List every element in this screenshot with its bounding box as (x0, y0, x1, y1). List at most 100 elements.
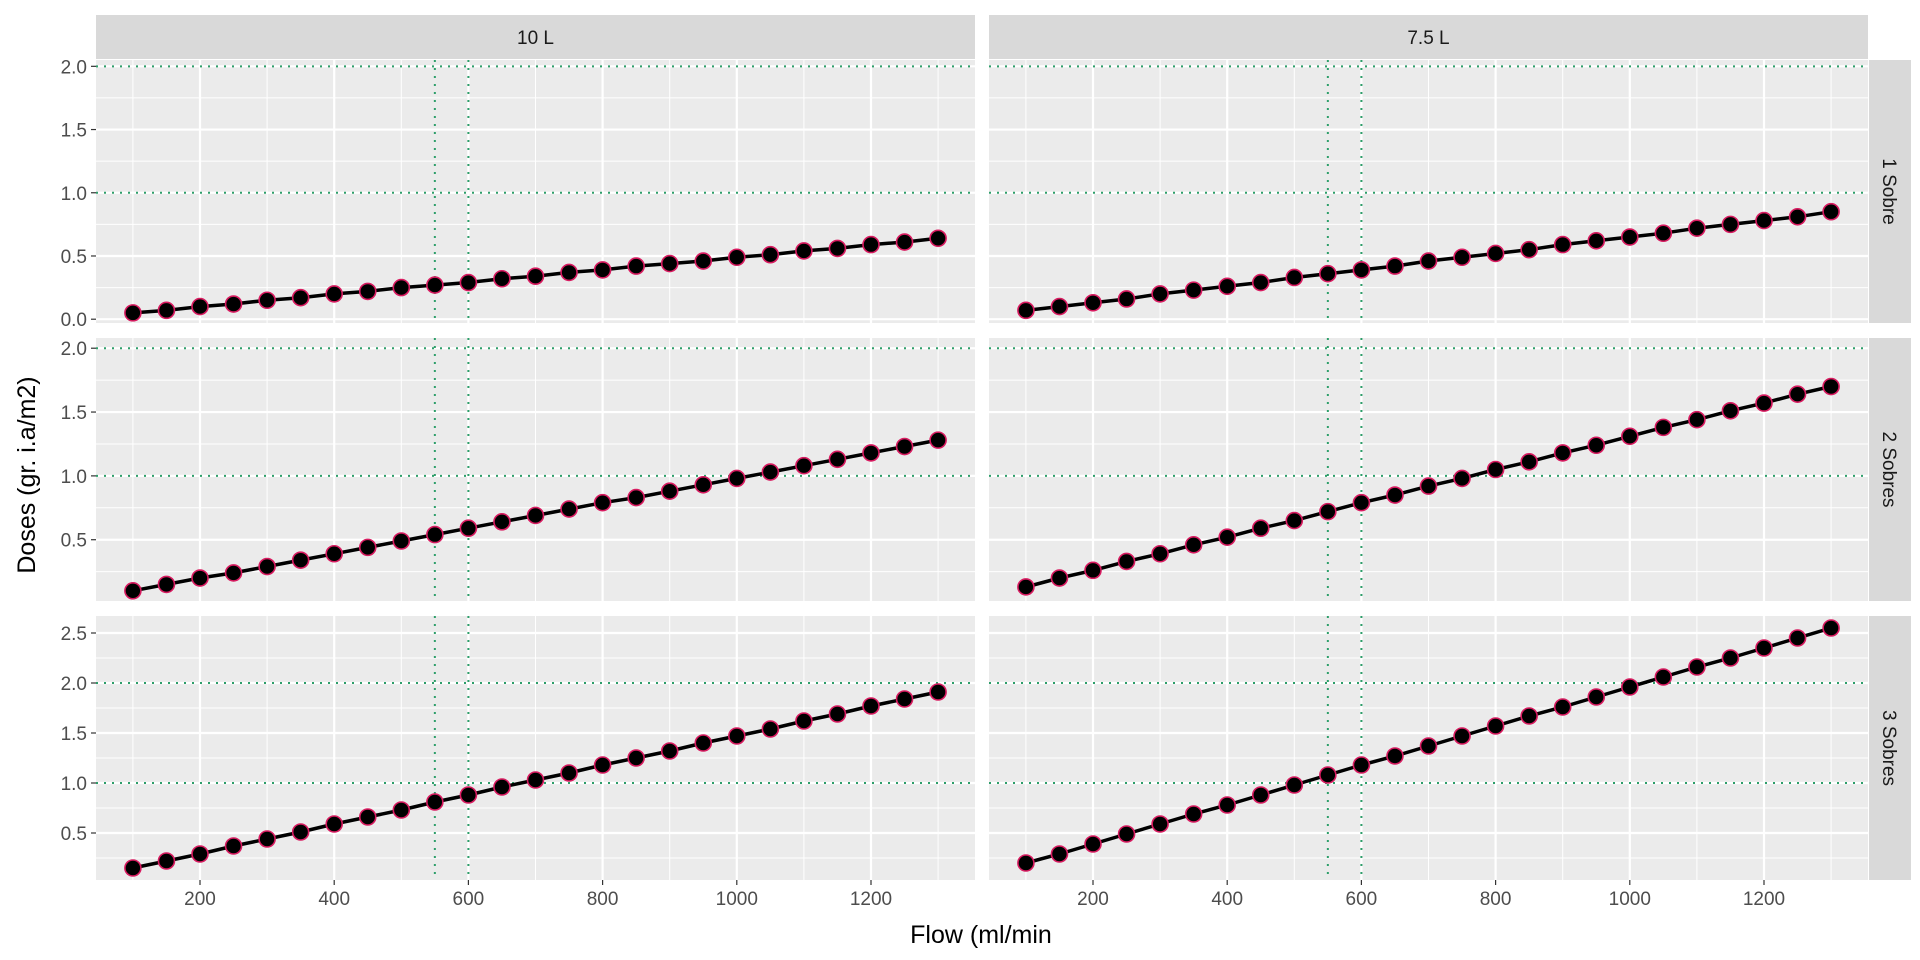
data-point (1654, 418, 1673, 437)
data-point (1386, 486, 1404, 504)
y-tick-label: 1.0 (61, 184, 87, 205)
data-point (1788, 629, 1807, 647)
data-point (1620, 228, 1639, 246)
data-point (1721, 401, 1740, 420)
data-point (325, 544, 344, 563)
y-tick-label: 2.5 (61, 624, 87, 645)
data-point (392, 801, 411, 819)
data-point (627, 749, 645, 767)
data-point (694, 252, 713, 270)
data-point (560, 764, 578, 782)
data-point (392, 278, 411, 297)
data-point (1688, 658, 1706, 676)
y-tick-label: 1.5 (61, 121, 87, 142)
x-axis-title: Flow (ml/min (910, 921, 1052, 949)
y-tick-label: 1.5 (61, 403, 87, 424)
row-strip-1 (1869, 60, 1911, 323)
data-point (895, 437, 914, 456)
data-point (761, 245, 780, 264)
x-tick-label: 200 (1077, 889, 1109, 910)
y-tick-label: 2.0 (61, 339, 87, 360)
data-point (761, 720, 780, 738)
data-point (1218, 528, 1237, 546)
col-strip-label-1: 10 L (517, 28, 554, 49)
data-point (1050, 845, 1069, 863)
data-point (1486, 244, 1505, 263)
data-point (224, 295, 243, 313)
data-point (660, 742, 679, 760)
data-point (1251, 519, 1270, 538)
data-point (929, 683, 947, 701)
x-tick-label: 800 (1480, 889, 1512, 910)
data-point (124, 304, 142, 322)
data-point (1587, 688, 1606, 706)
data-point (1084, 835, 1102, 853)
data-point (1822, 377, 1840, 396)
data-point (1151, 285, 1169, 303)
x-tick-label: 1200 (850, 889, 892, 910)
data-point (1151, 815, 1169, 833)
data-point (1084, 293, 1102, 312)
data-point (727, 248, 746, 267)
data-point (526, 771, 545, 789)
panel-r1-c2 (989, 60, 1868, 323)
data-point (224, 564, 243, 582)
data-point (929, 229, 947, 248)
data-point (1319, 502, 1337, 521)
data-point (1520, 707, 1538, 725)
data-point (1251, 786, 1270, 804)
row-strip-3 (1869, 616, 1911, 880)
data-point (1788, 207, 1807, 226)
y-tick-label: 0.0 (61, 310, 87, 331)
data-point (157, 301, 176, 320)
data-point (325, 285, 344, 303)
data-point (325, 815, 344, 833)
data-point (1419, 737, 1438, 755)
data-point (291, 288, 310, 307)
row-strip-2 (1869, 338, 1911, 601)
data-point (258, 291, 276, 310)
y-tick-label: 0.5 (61, 531, 87, 552)
data-point (593, 493, 612, 512)
data-point (1453, 727, 1471, 745)
x-tick-label: 600 (1346, 889, 1378, 910)
data-point (1755, 394, 1773, 412)
data-point (426, 793, 444, 811)
data-point (1184, 281, 1203, 299)
data-point (862, 697, 880, 715)
data-point (593, 261, 612, 279)
data-point (1319, 766, 1337, 784)
data-point (1419, 477, 1438, 495)
y-tick-label: 1.5 (61, 724, 87, 745)
row-strip-label-2: 2 Sobres (1878, 431, 1899, 507)
data-point (1285, 268, 1304, 287)
data-point (1419, 252, 1438, 270)
data-point (828, 705, 847, 723)
data-point (694, 734, 713, 752)
panel-r1-c1 (96, 60, 975, 323)
data-point (1117, 290, 1136, 308)
data-point (828, 450, 847, 469)
x-tick-label: 1000 (716, 889, 758, 910)
data-point (1251, 273, 1270, 292)
data-point (895, 690, 914, 708)
data-point (1520, 240, 1538, 259)
data-point (258, 830, 276, 848)
data-point (694, 476, 713, 494)
data-point (124, 859, 142, 877)
data-point (1218, 796, 1237, 814)
data-point (1587, 436, 1606, 455)
data-point (493, 778, 511, 796)
data-point (593, 756, 612, 774)
data-point (560, 263, 578, 282)
data-point (1486, 717, 1505, 735)
data-point (627, 488, 645, 507)
data-point (1620, 427, 1639, 446)
data-point (862, 444, 880, 462)
data-point (191, 297, 209, 316)
y-tick-label: 2.0 (61, 674, 87, 695)
data-point (660, 254, 679, 273)
data-point (1486, 460, 1505, 479)
data-point (1688, 219, 1706, 237)
